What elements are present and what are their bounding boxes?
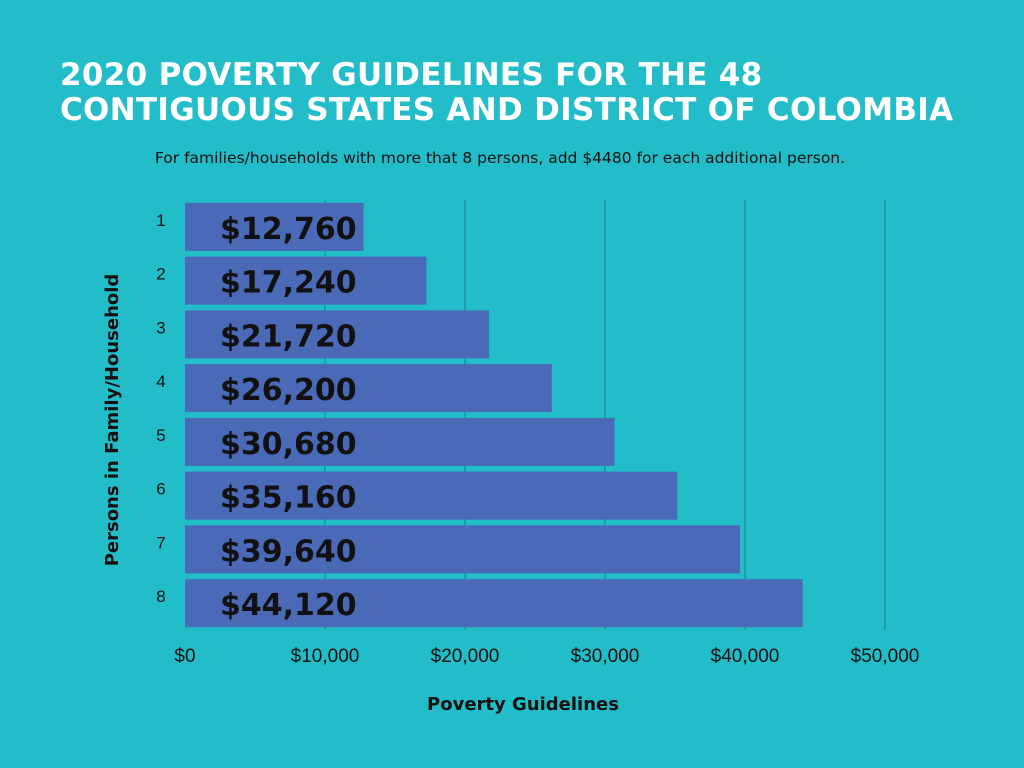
category-label-5: 5 (156, 426, 165, 445)
data-label-2: $17,240 (220, 266, 357, 301)
chart-subtitle: For families/households with more that 8… (154, 149, 846, 167)
data-label-1: $12,760 (220, 212, 357, 247)
x-tick-label-2: $20,000 (431, 646, 500, 667)
category-label-2: 2 (156, 265, 165, 284)
bar-6 (185, 471, 678, 520)
bar-5 (185, 417, 615, 466)
category-label-1: 1 (156, 211, 165, 230)
category-label-8: 8 (156, 587, 165, 606)
bar-8 (185, 579, 803, 628)
data-label-8: $44,120 (220, 588, 357, 623)
data-label-4: $26,200 (220, 373, 357, 408)
y-axis-title: Persons in Family/Household (102, 274, 123, 567)
data-label-3: $21,720 (220, 319, 357, 354)
x-tick-label-3: $30,000 (571, 646, 640, 667)
bar-3 (185, 310, 490, 359)
category-label-3: 3 (156, 318, 165, 337)
chart-title: 2020 POVERTY GUIDELINES FOR THE 48 CONTI… (60, 58, 1000, 128)
category-label-7: 7 (156, 533, 165, 552)
x-tick-label-0: $0 (174, 646, 195, 667)
category-label-4: 4 (156, 372, 165, 391)
x-axis-title: Poverty Guidelines (427, 694, 619, 715)
x-tick-label-5: $50,000 (851, 646, 920, 667)
data-label-7: $39,640 (220, 534, 357, 569)
bar-1 (185, 202, 364, 251)
data-label-5: $30,680 (220, 427, 357, 462)
chart-title-line-2: CONTIGUOUS STATES AND DISTRICT OF COLOMB… (60, 92, 954, 128)
category-label-6: 6 (156, 480, 165, 499)
bar-2 (185, 256, 427, 305)
x-tick-label-1: $10,000 (291, 646, 360, 667)
x-tick-label-4: $40,000 (711, 646, 780, 667)
bar-4 (185, 364, 552, 413)
chart-title-line-1: 2020 POVERTY GUIDELINES FOR THE 48 (60, 57, 763, 93)
bar-7 (185, 525, 740, 574)
data-label-6: $35,160 (220, 481, 357, 516)
